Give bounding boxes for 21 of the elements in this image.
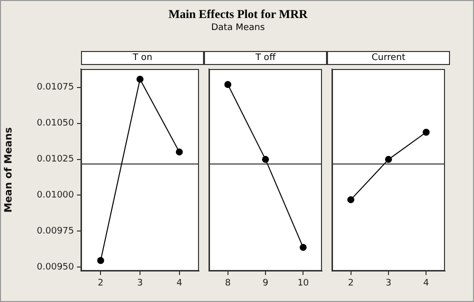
x-tick-label: 8 — [224, 278, 231, 289]
y-tick-label: 0.01050 — [36, 118, 74, 129]
y-tick-label: 0.01025 — [36, 154, 74, 165]
y-tick-label: 0.00950 — [36, 262, 74, 272]
y-tick-label: 0.00975 — [36, 226, 74, 237]
x-tick-label: 3 — [386, 278, 392, 289]
x-tick-label: 10 — [297, 278, 310, 289]
x-tick-label: 9 — [262, 278, 269, 289]
chart-title: Current — [327, 51, 450, 65]
text: Data Means — [210, 23, 266, 33]
x-tick-label: 3 — [137, 278, 143, 289]
x-tick-label: 4 — [423, 278, 430, 289]
x-tick-label: 2 — [98, 278, 104, 289]
y-tick-label: 0.01075 — [36, 82, 74, 93]
x-tick-label: 2 — [348, 278, 354, 289]
text: Main Effects Plot for MRR — [167, 7, 309, 22]
chart-title: T off — [204, 51, 327, 65]
chart-title: T on — [81, 51, 204, 65]
y-tick-label: 0.01000 — [36, 190, 74, 201]
y-axis-title: Mean of Means — [4, 127, 15, 213]
x-tick-label: 4 — [176, 278, 182, 289]
